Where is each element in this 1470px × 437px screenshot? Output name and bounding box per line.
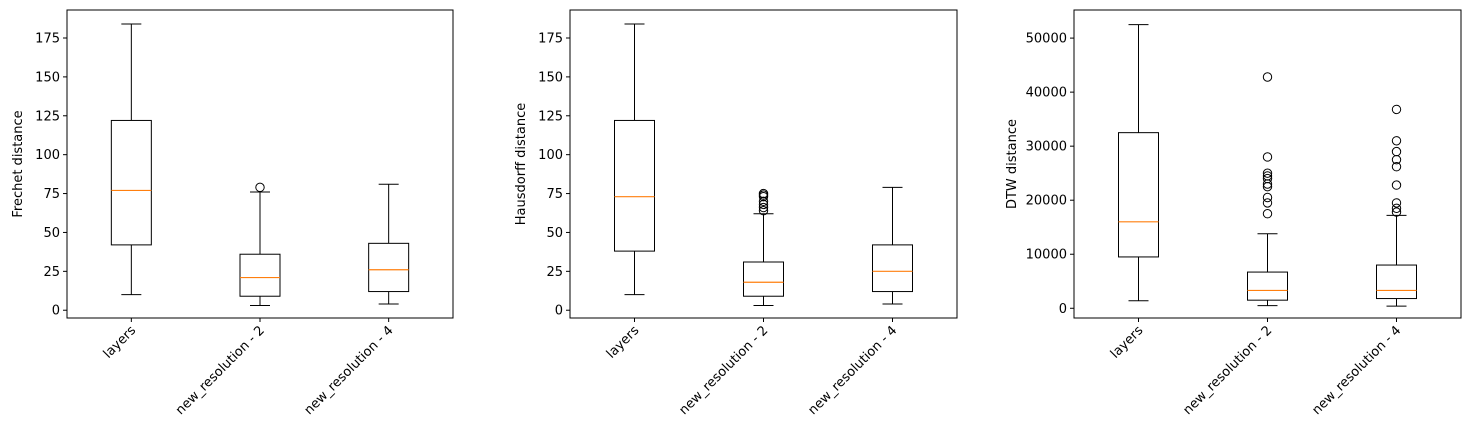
outlier-point: [758, 202, 769, 213]
box-plot-new-resolution-4: [1376, 104, 1417, 307]
y-tick-label: 150: [35, 70, 60, 85]
box-plot-layers: [1118, 24, 1159, 302]
box-plot-new-resolution-2: [239, 182, 281, 307]
box-plot-new-resolution-2: [1247, 72, 1288, 307]
iqr-box: [1118, 132, 1159, 258]
iqr-box: [743, 261, 784, 297]
y-tick-label: 25: [546, 265, 563, 280]
outlier-point: [1391, 198, 1402, 208]
y-tick-label: 50000: [1026, 32, 1067, 47]
outlier-point: [758, 205, 769, 216]
outlier-point: [1262, 209, 1273, 219]
outlier-point: [1391, 104, 1402, 115]
outlier-point: [758, 199, 769, 210]
x-tick-label: new_resolution - 2: [1180, 323, 1275, 418]
box-plot-new-resolution-4: [368, 183, 410, 305]
x-tick-label: layers: [604, 323, 643, 362]
y-tick-label: 0: [555, 304, 563, 319]
y-tick-label: 0: [52, 304, 60, 319]
y-tick-label: 30000: [1026, 140, 1067, 155]
y-tick-label: 125: [538, 109, 563, 124]
iqr-box: [614, 119, 655, 252]
x-tick-label: new_resolution - 4: [805, 323, 900, 418]
box-plot-new-resolution-4: [872, 186, 913, 305]
outlier-point: [255, 182, 265, 193]
y-tick-label: 50: [43, 226, 60, 241]
box-plot-new-resolution-2: [743, 188, 784, 307]
iqr-box: [110, 119, 152, 246]
y-tick-label: 20000: [1026, 194, 1067, 209]
x-tick-label: layers: [101, 323, 140, 362]
y-tick-label: 75: [43, 187, 60, 202]
outlier-point: [1262, 198, 1273, 208]
outlier-point: [1391, 136, 1402, 146]
outlier-point: [758, 196, 769, 207]
outlier-point: [1391, 162, 1402, 172]
y-tick-label: 50: [546, 226, 563, 241]
subplot-hausdorff: 0 25 50 75 100 125 150 175 Hausdorff distance lay…: [514, 9, 958, 418]
y-tick-label: 100: [538, 148, 563, 163]
subplot-frechet: 0 25 50 75 100 125 150 175 Frechet distance layer…: [11, 9, 454, 418]
iqr-box: [872, 244, 913, 293]
y-tick-label: 125: [35, 109, 60, 124]
y-tick-label: 0: [1059, 302, 1067, 317]
x-tick-label: new_resolution - 4: [302, 323, 397, 418]
axes-frame: [66, 9, 454, 319]
x-tick-label: new_resolution - 2: [173, 323, 268, 418]
x-tick-label: new_resolution - 4: [1309, 323, 1404, 418]
y-axis-label: Frechet distance: [11, 110, 26, 217]
iqr-box: [1376, 264, 1417, 300]
y-axis-label: Hausdorff distance: [514, 103, 529, 225]
outlier-point: [1262, 152, 1273, 162]
iqr-box: [239, 253, 281, 297]
box-plot-layers: [110, 23, 152, 296]
x-tick-label: layers: [1108, 323, 1147, 362]
outlier-point: [1262, 171, 1273, 181]
outlier-point: [1262, 168, 1273, 178]
outlier-point: [1262, 173, 1273, 184]
y-tick-label: 175: [538, 32, 563, 47]
y-tick-label: 150: [538, 70, 563, 85]
y-tick-label: 40000: [1026, 86, 1067, 101]
outlier-point: [1391, 146, 1402, 157]
box-plot-layers: [614, 23, 655, 296]
y-tick-label: 100: [35, 148, 60, 163]
outlier-point: [758, 188, 769, 199]
y-axis-label: DTW distance: [1005, 119, 1020, 209]
outlier-point: [1391, 207, 1402, 217]
outlier-point: [1262, 72, 1273, 82]
outlier-point: [1262, 192, 1273, 203]
x-tick-label: new_resolution - 2: [676, 323, 771, 418]
iqr-box: [1247, 271, 1288, 301]
outlier-point: [1391, 203, 1402, 214]
outlier-point: [1391, 180, 1402, 190]
subplot-dtw: 0 10000 20000 30000 40000 50000 DTW distance la…: [1005, 9, 1462, 418]
y-tick-label: 10000: [1026, 248, 1067, 263]
y-tick-label: 25: [43, 265, 60, 280]
iqr-box: [368, 242, 410, 293]
y-tick-label: 75: [546, 187, 563, 202]
y-tick-label: 175: [35, 32, 60, 47]
